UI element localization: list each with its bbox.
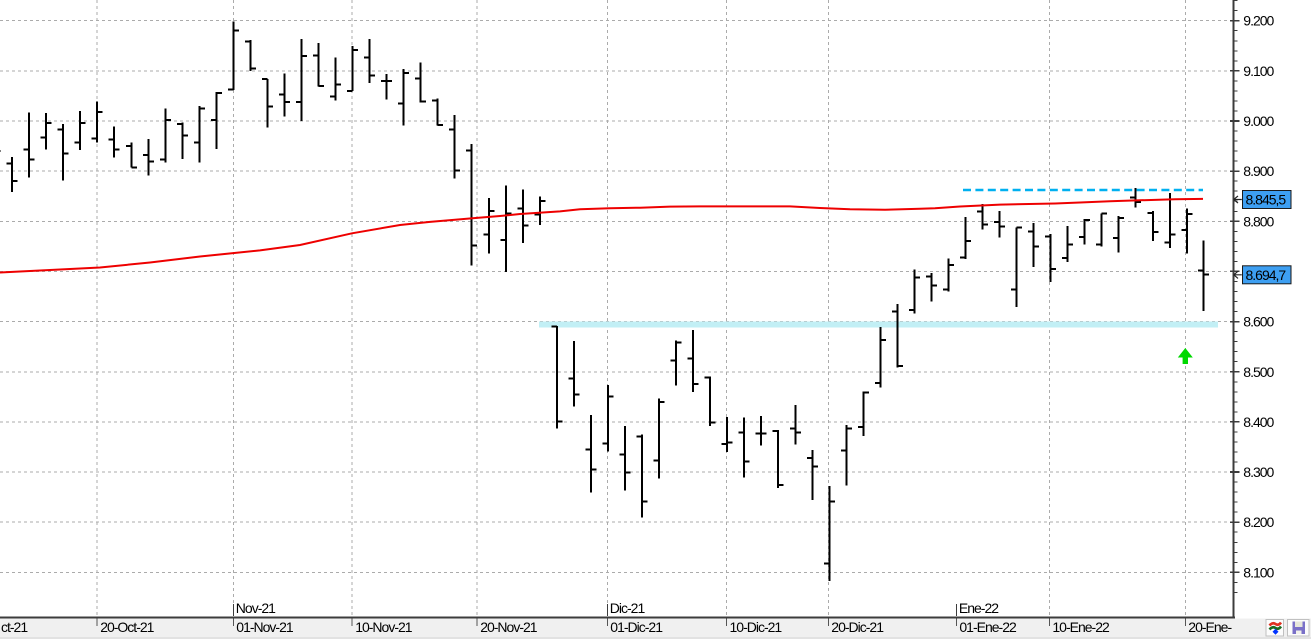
svg-text:8.694,7: 8.694,7 xyxy=(1246,267,1287,283)
svg-text:Dic-21: Dic-21 xyxy=(610,600,646,616)
svg-text:8.845,5: 8.845,5 xyxy=(1246,192,1287,208)
svg-text:01-Dic-21: 01-Dic-21 xyxy=(610,619,663,635)
svg-text:8.100: 8.100 xyxy=(1243,564,1274,580)
svg-text:9.200: 9.200 xyxy=(1243,13,1274,29)
svg-text:20-Nov-21: 20-Nov-21 xyxy=(480,619,538,635)
svg-text:20-Ene-: 20-Ene- xyxy=(1188,619,1232,635)
svg-text:8.500: 8.500 xyxy=(1243,364,1274,380)
svg-text:9.100: 9.100 xyxy=(1243,63,1274,79)
svg-text:8.900: 8.900 xyxy=(1243,163,1274,179)
svg-text:Ene-22: Ene-22 xyxy=(959,600,999,616)
svg-text:10-Ene-22: 10-Ene-22 xyxy=(1052,619,1110,635)
svg-text:8.300: 8.300 xyxy=(1243,464,1274,480)
svg-text:9.000: 9.000 xyxy=(1243,113,1274,129)
svg-text:8.400: 8.400 xyxy=(1243,414,1274,430)
svg-text:ct-21: ct-21 xyxy=(1,619,28,635)
svg-text:8.800: 8.800 xyxy=(1243,213,1274,229)
svg-text:Nov-21: Nov-21 xyxy=(236,600,276,616)
svg-text:01-Nov-21: 01-Nov-21 xyxy=(236,619,294,635)
svg-text:10-Dic-21: 10-Dic-21 xyxy=(730,619,783,635)
svg-text:20-Oct-21: 20-Oct-21 xyxy=(100,619,154,635)
svg-text:8.200: 8.200 xyxy=(1243,514,1274,530)
svg-text:20-Dic-21: 20-Dic-21 xyxy=(831,619,884,635)
svg-text:8.600: 8.600 xyxy=(1243,314,1274,330)
svg-text:01-Ene-22: 01-Ene-22 xyxy=(959,619,1017,635)
svg-text:10-Nov-21: 10-Nov-21 xyxy=(355,619,413,635)
